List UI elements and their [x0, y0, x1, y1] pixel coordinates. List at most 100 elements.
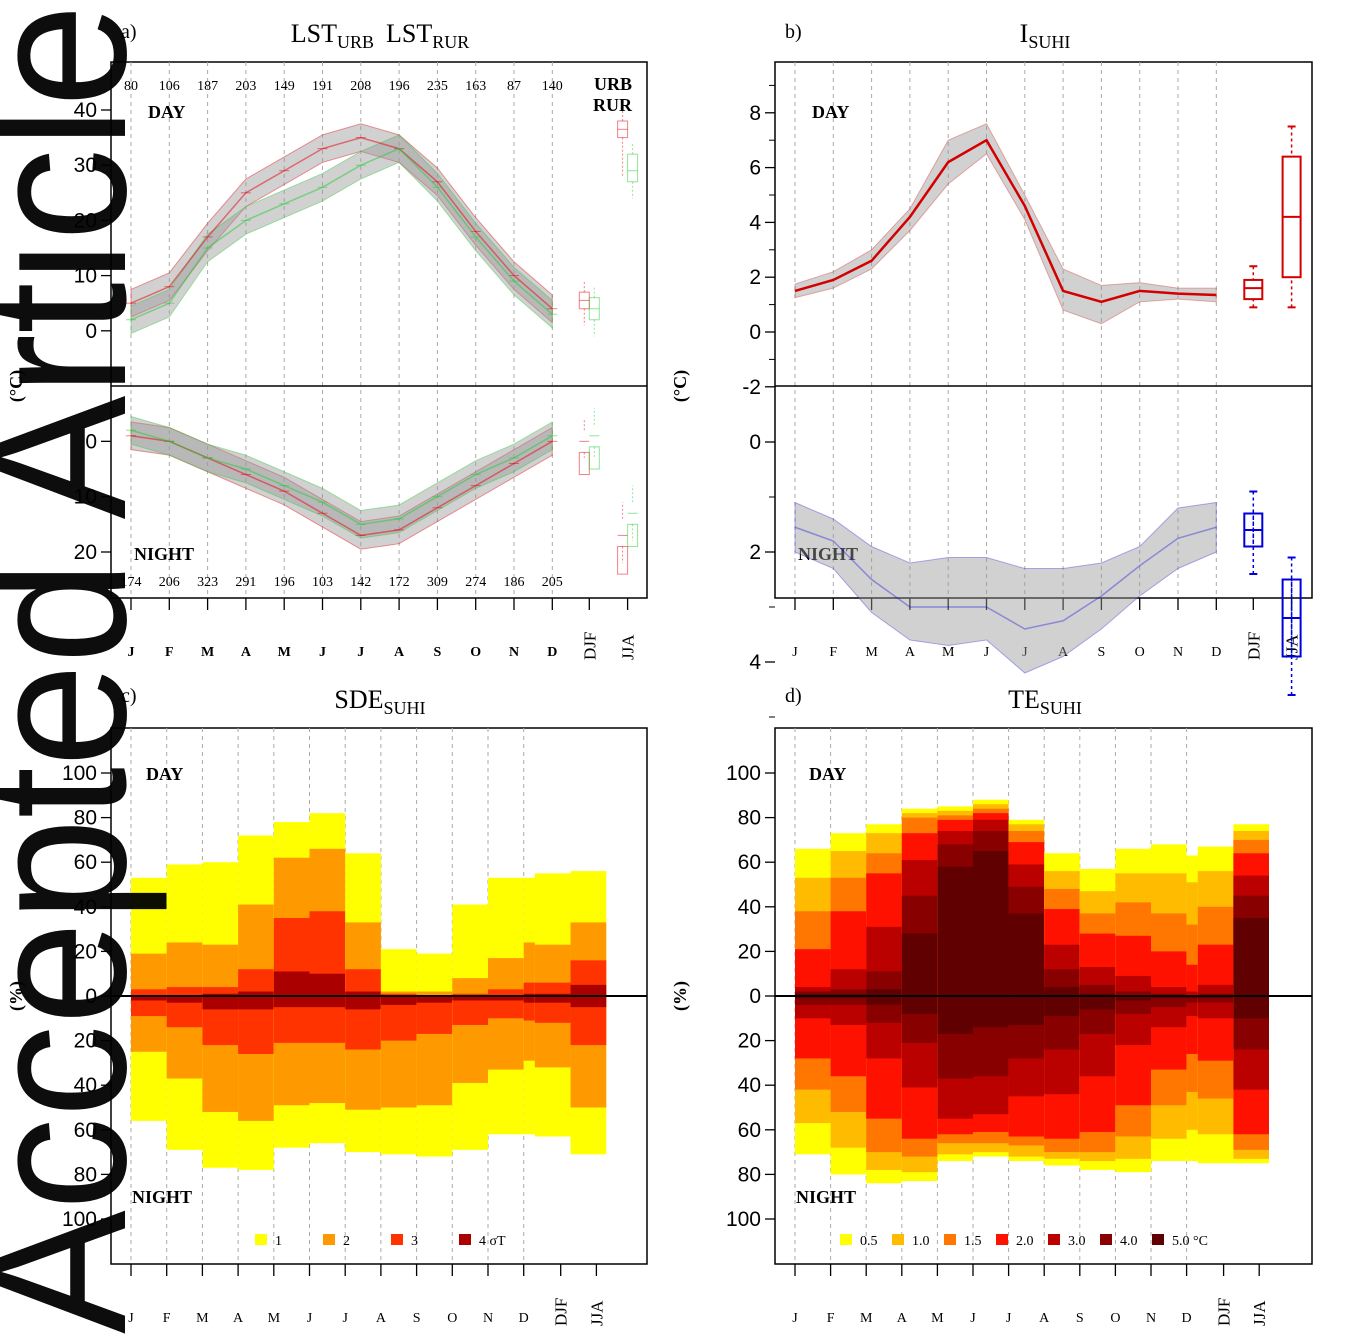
- y-tick-label: 0: [85, 430, 97, 453]
- day-bar-A-level3: [380, 993, 417, 996]
- y-tick-label: 60: [738, 851, 761, 874]
- day-bar-S-level6: [1079, 984, 1116, 996]
- y-tick-label: -2: [742, 376, 761, 399]
- y-axis-label: (°C): [6, 370, 27, 402]
- chart-title-main: TE: [1008, 685, 1040, 714]
- x-tick-label: D: [1211, 645, 1221, 660]
- x-tick-label: M: [931, 1311, 944, 1326]
- night-bar-M-level7: [866, 996, 902, 1005]
- night-label: NIGHT: [796, 1187, 856, 1207]
- sample-count: 187: [197, 79, 218, 94]
- y-tick-label: 60: [74, 1119, 97, 1142]
- sample-count: 203: [235, 79, 256, 94]
- day-label: DAY: [809, 764, 846, 784]
- y-tick-label: 0: [749, 431, 761, 454]
- panel-label: c): [121, 685, 137, 707]
- isuhi-day-band: [794, 123, 1217, 325]
- night-bar-J-level4: [345, 996, 381, 1010]
- day-bar-DJF-level3: [534, 982, 571, 996]
- y-tick-label: 80: [74, 807, 97, 830]
- x-tick-label: M: [942, 645, 955, 660]
- x-tick-label: N: [1146, 1311, 1156, 1326]
- legend-label: 4.0: [1120, 1234, 1138, 1249]
- y-tick-label: 20: [738, 940, 761, 963]
- sample-count: 309: [427, 575, 448, 590]
- legend-label: 1.5: [964, 1234, 982, 1249]
- day-bar-M-level7: [937, 866, 973, 996]
- x-tick-label: F: [165, 645, 174, 660]
- y-tick-label: 40: [74, 1074, 97, 1097]
- legend-label: 2: [343, 1234, 350, 1249]
- day-bar-JJA-level7: [1233, 917, 1269, 996]
- day-bar-J-level7: [973, 851, 1009, 996]
- rur-night-box: [627, 523, 639, 547]
- x-tick-label: S: [1076, 1311, 1084, 1326]
- x-tick-label: N: [509, 645, 519, 660]
- sample-count: 323: [197, 575, 218, 590]
- day-label: DAY: [148, 102, 185, 122]
- y-tick-label: 20: [74, 541, 97, 564]
- rur-day-box: [627, 153, 639, 183]
- chart-title-main: LST: [291, 19, 337, 48]
- sample-count: 140: [542, 79, 563, 94]
- y-tick-label: 20: [74, 209, 97, 232]
- y-tick-label: 60: [74, 851, 97, 874]
- night-bar-N-level4: [488, 996, 524, 1001]
- sample-count: 103: [312, 575, 333, 590]
- x-tick-label: D: [547, 645, 557, 660]
- x-tick-label: S: [434, 645, 442, 660]
- x-tick-label: J: [970, 1311, 976, 1326]
- season-tick-label: JJA: [619, 634, 638, 660]
- night-bar-J-level6: [795, 996, 831, 1005]
- x-tick-label: O: [1135, 645, 1145, 660]
- y-tick-label: 60: [738, 1119, 761, 1142]
- x-tick-label: M: [196, 1311, 209, 1326]
- night-bar-J-level7: [795, 996, 831, 999]
- y-tick-label: 2: [749, 541, 761, 564]
- x-tick-label: O: [470, 645, 481, 660]
- chart-title-main: I: [1020, 19, 1029, 48]
- chart-title-main: SDE: [334, 685, 383, 714]
- sample-count: 142: [350, 575, 371, 590]
- rur-day-band: [130, 134, 553, 335]
- y-tick-label: 2: [749, 266, 761, 289]
- legend-label: 1: [275, 1234, 282, 1249]
- x-tick-label: O: [1110, 1311, 1120, 1326]
- y-tick-label: 0: [749, 321, 761, 344]
- chart-title-sub2: RUR: [432, 32, 469, 52]
- day-label: DAY: [146, 764, 183, 784]
- panel-frame-0: [110, 61, 648, 599]
- night-label: NIGHT: [134, 544, 194, 564]
- day-bar-J-level4: [309, 973, 346, 996]
- chart-title-sub: URB: [337, 32, 374, 52]
- night-bar-A-level7: [901, 996, 938, 1014]
- night-bar-M-level7: [937, 996, 973, 1034]
- y-tick-label: 20: [74, 940, 97, 963]
- sample-count: 191: [312, 79, 333, 94]
- y-tick-label: 4: [749, 211, 761, 234]
- sample-count: 172: [389, 575, 410, 590]
- night-bar-A-level4: [380, 996, 417, 1005]
- y-tick-label: 10: [74, 486, 97, 509]
- x-tick-label: A: [241, 645, 252, 660]
- panel-label: d): [785, 685, 802, 707]
- y-tick-label: 30: [74, 154, 97, 177]
- sample-count: 106: [159, 79, 180, 94]
- x-tick-label: A: [376, 1311, 387, 1326]
- chart-title: TESUHI: [1008, 685, 1082, 718]
- x-tick-label: M: [278, 645, 291, 660]
- sample-count: 80: [124, 79, 138, 94]
- day-bar-A-level7: [1044, 987, 1080, 996]
- legend-swatch: [996, 1234, 1008, 1245]
- sample-count: 186: [504, 575, 525, 590]
- x-tick-label: A: [233, 1311, 244, 1326]
- legend-label: 4 σT: [479, 1234, 506, 1249]
- day-bar-M-level4: [202, 993, 239, 996]
- night-bar-A-level4: [238, 996, 274, 1010]
- day-bar-J-level7: [795, 993, 831, 996]
- sample-count: 174: [121, 575, 142, 590]
- night-bar-N-level6: [1151, 996, 1187, 1008]
- isuhi-day-box: [1243, 278, 1264, 301]
- y-tick-label: 100: [726, 1208, 761, 1231]
- y-tick-label: 20: [74, 1030, 97, 1053]
